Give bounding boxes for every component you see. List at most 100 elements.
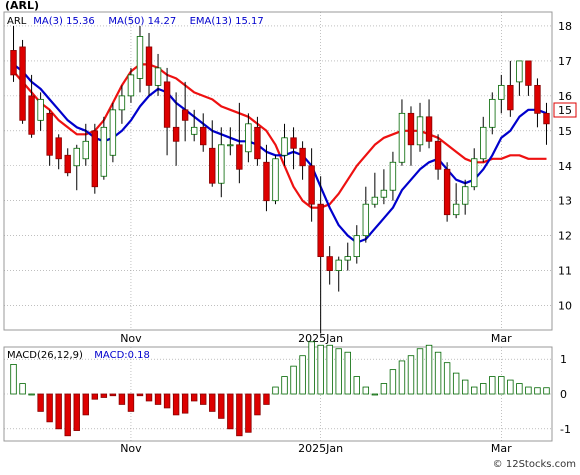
candle	[534, 78, 541, 128]
candle-body	[335, 259, 342, 271]
macd-bar	[543, 387, 550, 395]
macd-bar	[163, 393, 171, 409]
macd-bar	[434, 351, 442, 395]
macd-bar	[272, 386, 279, 395]
candle	[344, 242, 351, 271]
candle	[299, 141, 306, 180]
candle	[389, 151, 397, 201]
candle	[516, 60, 523, 96]
candle-body	[281, 137, 288, 156]
macd-bar	[181, 393, 189, 414]
macd-bar	[127, 393, 135, 412]
macd-x-tick-label: 2025Jan	[298, 442, 343, 455]
x-tick-label: Mar	[491, 332, 512, 345]
candle	[91, 123, 99, 194]
candle-body	[209, 147, 216, 184]
candle	[236, 102, 243, 184]
macd-bar	[425, 344, 433, 395]
legend-entry: MA(50) 14.27	[108, 16, 176, 27]
macd-bar	[525, 386, 532, 395]
watermark: © 12Stocks.com	[493, 459, 576, 470]
price-x-axis: Nov2025JanMarMayJulSep	[120, 332, 512, 345]
candle-body	[127, 74, 135, 97]
candle	[163, 67, 171, 156]
macd-bar	[118, 393, 126, 405]
candle-body	[37, 98, 44, 121]
macd-bar	[389, 369, 397, 395]
candle	[317, 176, 324, 334]
candle-body	[353, 235, 360, 258]
candle	[371, 172, 379, 208]
candle-body	[443, 168, 451, 216]
macd-bar	[516, 383, 523, 395]
candle	[200, 113, 207, 152]
legend-entry: EMA(13) 15.17	[190, 16, 264, 27]
macd-bar	[91, 393, 99, 400]
macd-bar	[317, 344, 324, 395]
macd-bar	[10, 364, 17, 395]
price-y-tick-label: 11	[558, 265, 572, 278]
last-price-box	[553, 102, 577, 118]
macd-bar	[218, 393, 225, 419]
candle-body	[55, 137, 62, 160]
candle-body	[326, 256, 333, 271]
price-y-tick-label: 12	[558, 230, 572, 243]
candle	[380, 169, 388, 205]
macd-bar	[254, 393, 261, 416]
macd-bar	[461, 379, 469, 395]
candle	[19, 39, 26, 124]
candle	[353, 225, 360, 264]
price-y-tick-label: 17	[558, 55, 572, 68]
macd-x-tick-label: Mar	[491, 442, 512, 455]
legend-entry: ARL	[7, 16, 27, 27]
candle	[109, 102, 117, 163]
macd-bar	[480, 383, 487, 395]
price-grid	[4, 12, 552, 330]
candle-body	[154, 67, 162, 86]
last-price-label: 15	[558, 104, 572, 117]
price-y-tick-label: 10	[558, 300, 572, 313]
macd-bar	[227, 393, 234, 430]
candle-body	[308, 165, 315, 205]
candle	[362, 186, 370, 243]
candle-body	[263, 161, 270, 202]
candlesticks	[10, 25, 550, 334]
macd-bar	[28, 393, 35, 396]
candle	[209, 120, 216, 187]
candle-body	[73, 147, 80, 167]
candle-body	[299, 147, 306, 167]
candle	[416, 102, 424, 152]
candle	[227, 127, 234, 156]
candle-body	[190, 126, 198, 135]
candle	[290, 127, 297, 170]
candle-body	[407, 112, 415, 146]
candle-body	[172, 126, 180, 142]
macd-bar	[344, 351, 351, 395]
macd-legend: MACD(26,12,9) MACD:0.18	[7, 350, 150, 361]
macd-bar	[236, 393, 243, 437]
candle	[172, 92, 180, 166]
candle	[73, 144, 80, 191]
macd-bar	[380, 383, 388, 395]
candle	[127, 67, 135, 103]
candle	[335, 256, 342, 292]
macd-bar	[100, 393, 108, 398]
candle	[55, 134, 62, 170]
macd-y-tick-label: 0	[560, 388, 567, 401]
candle-body	[389, 161, 397, 191]
macd-bar	[136, 393, 144, 397]
candle	[100, 116, 108, 180]
macd-bar	[281, 376, 288, 395]
candle	[10, 25, 17, 82]
candle-body	[64, 154, 71, 174]
candle	[145, 32, 153, 96]
candle-body	[543, 112, 550, 125]
candle-body	[362, 203, 370, 237]
candle-body	[227, 144, 234, 147]
candle-body	[534, 84, 541, 114]
candle-body	[480, 126, 487, 160]
candle-body	[489, 98, 496, 128]
macd-histogram	[10, 341, 550, 437]
